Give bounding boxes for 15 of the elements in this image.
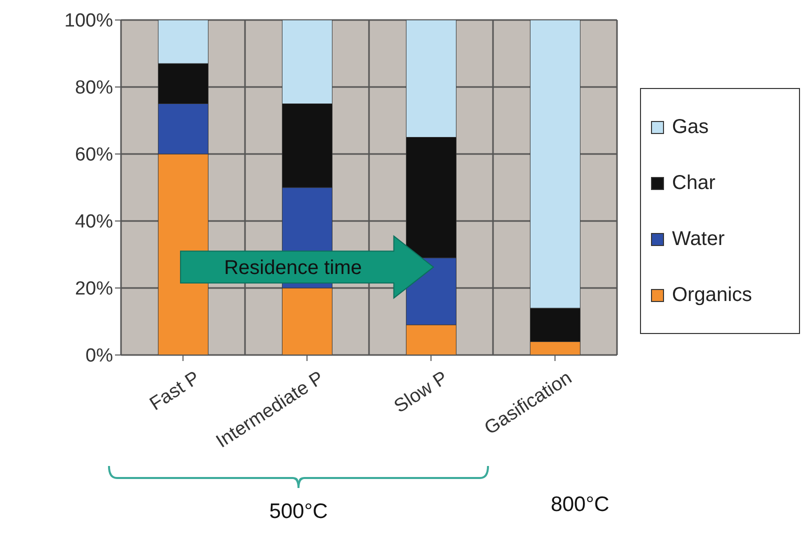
text: 800°C	[550, 493, 610, 516]
y-tick-label: 60%	[74, 144, 114, 166]
y-tick-label: 100%	[64, 10, 114, 32]
text: 500°C	[269, 500, 328, 523]
annotation: Residence time	[224, 257, 362, 280]
y-tick-label: 80%	[74, 78, 114, 99]
legend-label: Char	[671, 170, 716, 196]
y-tick-label: 0%	[86, 346, 114, 367]
x-tick-label: Slow P	[390, 368, 452, 418]
y-tick-label: 20%	[74, 278, 114, 300]
y-tick-label: 40%	[74, 212, 114, 233]
legend-label: Gas	[671, 114, 710, 140]
legend-label: Water	[671, 226, 726, 252]
legend-label: Organics	[671, 282, 754, 308]
x-tick-label: Fast P	[146, 368, 204, 416]
